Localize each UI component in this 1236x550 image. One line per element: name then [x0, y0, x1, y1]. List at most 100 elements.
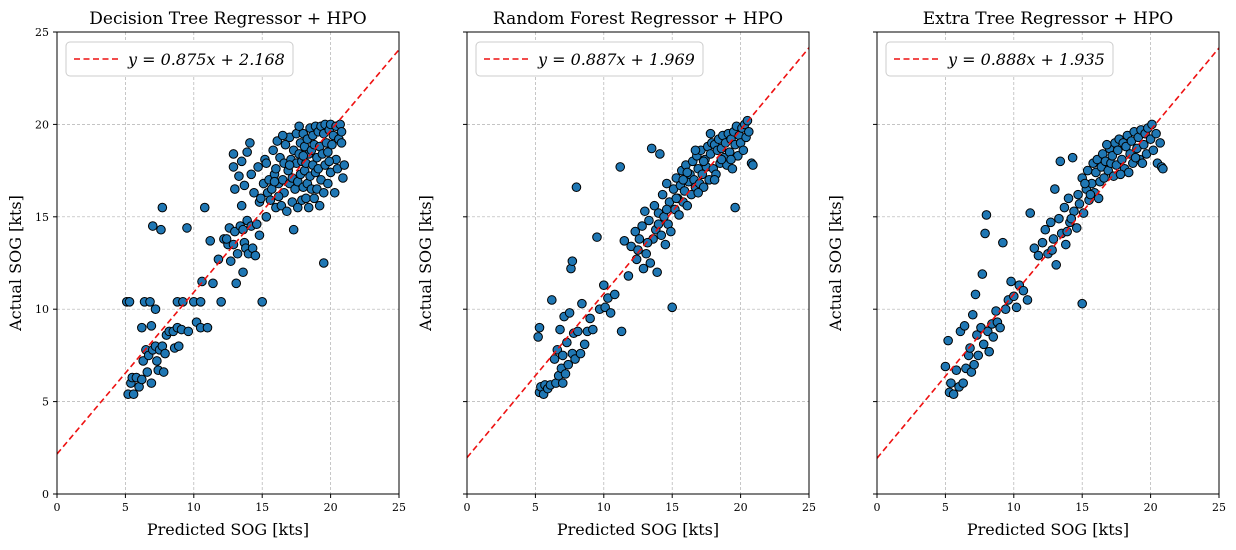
data-point	[727, 163, 738, 174]
x-axis-label: Predicted SOG [kts]	[967, 520, 1129, 539]
data-point	[649, 200, 660, 211]
data-point	[682, 167, 693, 178]
data-point	[567, 256, 578, 266]
data-point	[1115, 169, 1126, 180]
data-point	[284, 160, 295, 170]
data-point	[145, 297, 155, 307]
data-point	[271, 163, 281, 174]
data-point	[948, 389, 959, 400]
grid	[876, 31, 1220, 495]
data-point	[1093, 193, 1104, 204]
data-point	[280, 139, 291, 150]
data-point	[158, 367, 169, 377]
data-point	[228, 162, 239, 172]
data-point	[615, 162, 626, 172]
data-point	[338, 173, 348, 183]
data-point	[984, 346, 994, 357]
data-point	[256, 193, 266, 204]
data-point	[1078, 208, 1089, 218]
fit-line	[57, 49, 399, 455]
data-point	[564, 308, 575, 318]
data-point	[269, 176, 280, 187]
y-axis-label: Actual SOG [kts]	[826, 195, 845, 332]
data-point	[666, 226, 676, 237]
data-point	[277, 130, 288, 141]
data-point	[951, 365, 962, 375]
data-point	[205, 236, 216, 246]
x-tick-label: 20	[324, 501, 338, 514]
data-point	[577, 298, 587, 309]
data-point	[560, 369, 571, 379]
data-point	[998, 237, 1008, 248]
x-axis-label: Predicted SOG [kts]	[557, 520, 719, 539]
data-point	[183, 326, 194, 337]
data-point	[599, 280, 609, 290]
scatter-points	[533, 115, 758, 400]
data-point	[253, 162, 263, 172]
data-point	[646, 143, 657, 154]
legend-label: y = 0.888x + 1.935	[947, 50, 1105, 69]
data-point	[623, 271, 634, 281]
data-point	[137, 322, 147, 333]
legend-box	[475, 41, 704, 77]
data-point	[1059, 202, 1070, 213]
data-point	[1112, 145, 1123, 156]
data-point	[641, 248, 652, 259]
data-point	[533, 332, 543, 342]
data-point	[261, 212, 272, 222]
data-point	[547, 295, 557, 305]
x-tick-label: 20	[734, 501, 748, 514]
data-point	[324, 156, 335, 167]
data-point	[1045, 217, 1056, 228]
data-point	[640, 206, 650, 217]
data-point	[245, 138, 255, 148]
data-point	[150, 304, 161, 315]
data-point	[327, 139, 337, 150]
data-point	[738, 145, 749, 156]
data-point	[671, 193, 682, 204]
data-point	[202, 322, 213, 333]
data-point	[588, 324, 598, 335]
data-point	[1137, 158, 1148, 169]
data-point	[693, 187, 703, 198]
data-point	[709, 175, 720, 185]
data-point	[1074, 199, 1085, 209]
data-point	[655, 149, 665, 159]
data-point	[946, 378, 956, 388]
data-point	[571, 182, 582, 193]
data-point	[980, 228, 990, 239]
data-point	[585, 313, 595, 324]
data-point	[563, 359, 574, 370]
data-point	[1151, 128, 1161, 139]
data-point	[303, 202, 314, 213]
scatter-points	[940, 119, 1168, 400]
data-point	[690, 145, 701, 156]
legend-label: y = 0.875x + 2.168	[127, 50, 285, 69]
data-point	[555, 324, 565, 335]
data-point	[238, 224, 248, 235]
data-point	[1123, 167, 1134, 178]
data-point	[242, 147, 252, 157]
data-point	[1071, 223, 1082, 233]
data-point	[336, 126, 347, 137]
data-point	[232, 248, 243, 259]
data-point	[1055, 156, 1066, 167]
data-point	[261, 158, 272, 169]
data-point	[1022, 295, 1033, 305]
x-tick-label: 25	[802, 501, 816, 514]
data-point	[323, 147, 333, 157]
x-tick-label: 25	[1212, 501, 1226, 514]
scatter-points	[121, 119, 350, 400]
data-point	[633, 245, 643, 255]
data-point	[195, 297, 206, 307]
data-point	[674, 210, 684, 220]
data-point	[965, 343, 975, 353]
data-point	[301, 193, 311, 204]
data-point	[730, 202, 740, 213]
data-point	[1040, 224, 1051, 235]
data-point	[573, 326, 583, 337]
data-point	[660, 239, 671, 250]
data-point	[969, 359, 979, 370]
data-point	[173, 341, 184, 351]
data-point	[1102, 139, 1112, 150]
